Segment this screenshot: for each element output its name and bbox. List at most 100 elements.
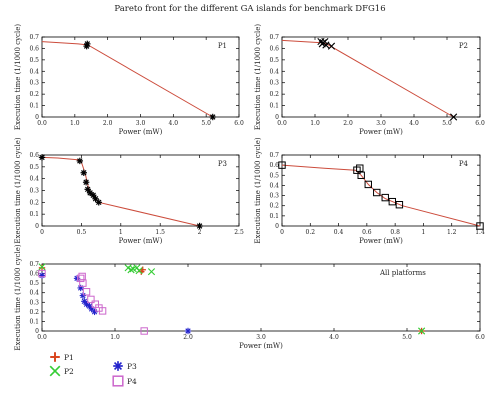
panel-p2: 0.0 1.0 2.0 3.0 4.0 5.0 6.0 0 0.1 0.2 0.3 0.4 0.5 0.6… [254,24,485,136]
x-axis-label: Power (mW) [119,128,163,136]
y-tick-label: 0.3 [269,80,279,87]
y-tick-label: 0.7 [29,261,39,268]
legend-label: P3 [127,362,137,371]
legend-marker [112,375,124,387]
x-tick-label: 0.2 [306,229,316,236]
data-point [209,113,216,121]
x-tick-label: 2.0 [103,120,113,127]
x-tick-label: 0.0 [37,334,47,341]
y-axis-label: Execution time (1/1000 cycle) [254,137,262,243]
x-axis-label: Power (mW) [239,342,283,350]
y-tick-label: 0 [275,223,279,230]
data-point [278,161,286,169]
data-point-p3 [38,272,46,279]
y-tick-label: 0.3 [29,80,39,87]
data-point-p3 [91,308,98,316]
y-tick-label: 0.2 [29,91,39,98]
panel-label: P1 [218,42,227,50]
data-point [95,199,102,206]
y-tick-label: 0.7 [269,34,279,41]
x-tick-label: 1.0 [110,334,120,341]
y-axis-label: Execution time (1/1000 cycle) [254,24,262,130]
data-point [327,42,336,50]
y-tick-label: 0.4 [29,290,39,297]
data-point [395,201,404,209]
data-point [364,180,372,189]
data-point-p2 [135,267,143,275]
legend-label: P4 [127,377,137,386]
panel-p3: 0 0.5 1 1.5 2 2.5 0 0.1 0.2 0.3 0.4 0.5 0.6 Power (mW… [14,137,244,245]
data-point [82,179,90,186]
y-tick-label: 0.3 [269,193,279,200]
y-tick-label: 0.1 [29,318,39,325]
y-tick-label: 0.6 [29,45,39,52]
x-tick-label: 5.0 [442,120,452,127]
data-point [80,169,87,176]
x-tick-label: 3.0 [256,334,266,341]
x-tick-label: 1.5 [155,229,165,236]
panel-all-platforms: 0.0 1.0 2.0 3.0 4.0 5.0 6.0 0 0.1 0.2 0.3 0.4 0.5 0.6… [14,244,485,350]
legend-marker [50,352,60,362]
y-tick-label: 0 [275,114,279,121]
x-tick-label: 0.8 [390,229,400,236]
y-tick-label: 0.5 [269,57,279,64]
x-tick-label: 0.5 [77,229,87,236]
x-axis-label: Power (mW) [359,237,403,245]
panel-p1: 0.0 1.0 2.0 3.0 4.0 5.0 6.0 0 0.1 0.2 0.3 0.4 0.5 0.6… [14,24,244,136]
x-tick-label: 2.0 [183,334,193,341]
figure-title: Pareto front for the different GA island… [114,4,386,14]
y-tick-label: 0 [35,114,39,121]
data-point [388,197,397,206]
y-tick-label: 0.3 [29,299,39,306]
y-tick-label: 0.6 [269,162,279,169]
pareto-front-line [281,39,454,118]
y-tick-label: 0.7 [29,34,39,41]
y-tick-label: 0.1 [29,103,39,110]
y-tick-label: 0 [35,328,39,335]
x-tick-label: 0 [40,229,44,236]
data-point [381,193,389,202]
data-point [357,171,365,179]
x-tick-label: 6.0 [475,334,485,341]
y-tick-label: 0.2 [269,203,279,210]
data-point-p4 [38,269,46,278]
data-point-p2 [127,266,135,274]
x-tick-label: 0.0 [277,120,287,127]
x-axis-label: Power (mW) [119,237,163,245]
x-tick-label: 6.0 [475,120,485,127]
legend-label: P1 [64,353,74,362]
y-tick-label: 0.2 [269,91,279,98]
x-tick-label: 4.0 [169,120,179,127]
data-point-p4 [98,307,107,315]
data-point [84,186,91,193]
legend: P1 P2 P3 P4 [49,352,137,387]
pareto-front-line [41,41,213,118]
pareto-front-line [41,156,200,227]
x-tick-label: 1 [422,229,426,236]
y-tick-label: 0.3 [29,188,39,195]
plot-frame [41,154,240,227]
panel-label: All platforms [379,269,426,277]
x-tick-label: 0.6 [362,229,372,236]
y-tick-label: 0.5 [29,280,39,287]
x-tick-label: 4.0 [409,120,419,127]
y-axis-label: Execution time (1/1000 cycle) [14,244,22,350]
x-tick-label: 0 [280,229,284,236]
y-tick-label: 0.2 [29,309,39,316]
x-tick-label: 1.0 [310,120,320,127]
y-tick-label: 0.5 [29,57,39,64]
data-point [38,154,46,161]
x-tick-label: 1.4 [475,229,485,236]
x-tick-label: 0.0 [37,120,47,127]
y-tick-label: 0.4 [269,68,279,75]
legend-item-p3: P3 [113,361,137,371]
panel-p4: 0 0.2 0.4 0.6 0.8 1 1.2 1.4 0 0.1 0.2 0.3 0.4 0.5 0.6 0… [254,137,485,245]
y-tick-label: 0.1 [29,211,39,218]
y-tick-label: 0.1 [269,103,279,110]
x-tick-label: 4.0 [329,334,339,341]
legend-item-p1: P1 [50,352,74,362]
x-tick-label: 2 [198,229,202,236]
pareto-front-line [281,164,481,227]
data-point [83,42,90,50]
y-tick-label: 0.7 [269,152,279,159]
